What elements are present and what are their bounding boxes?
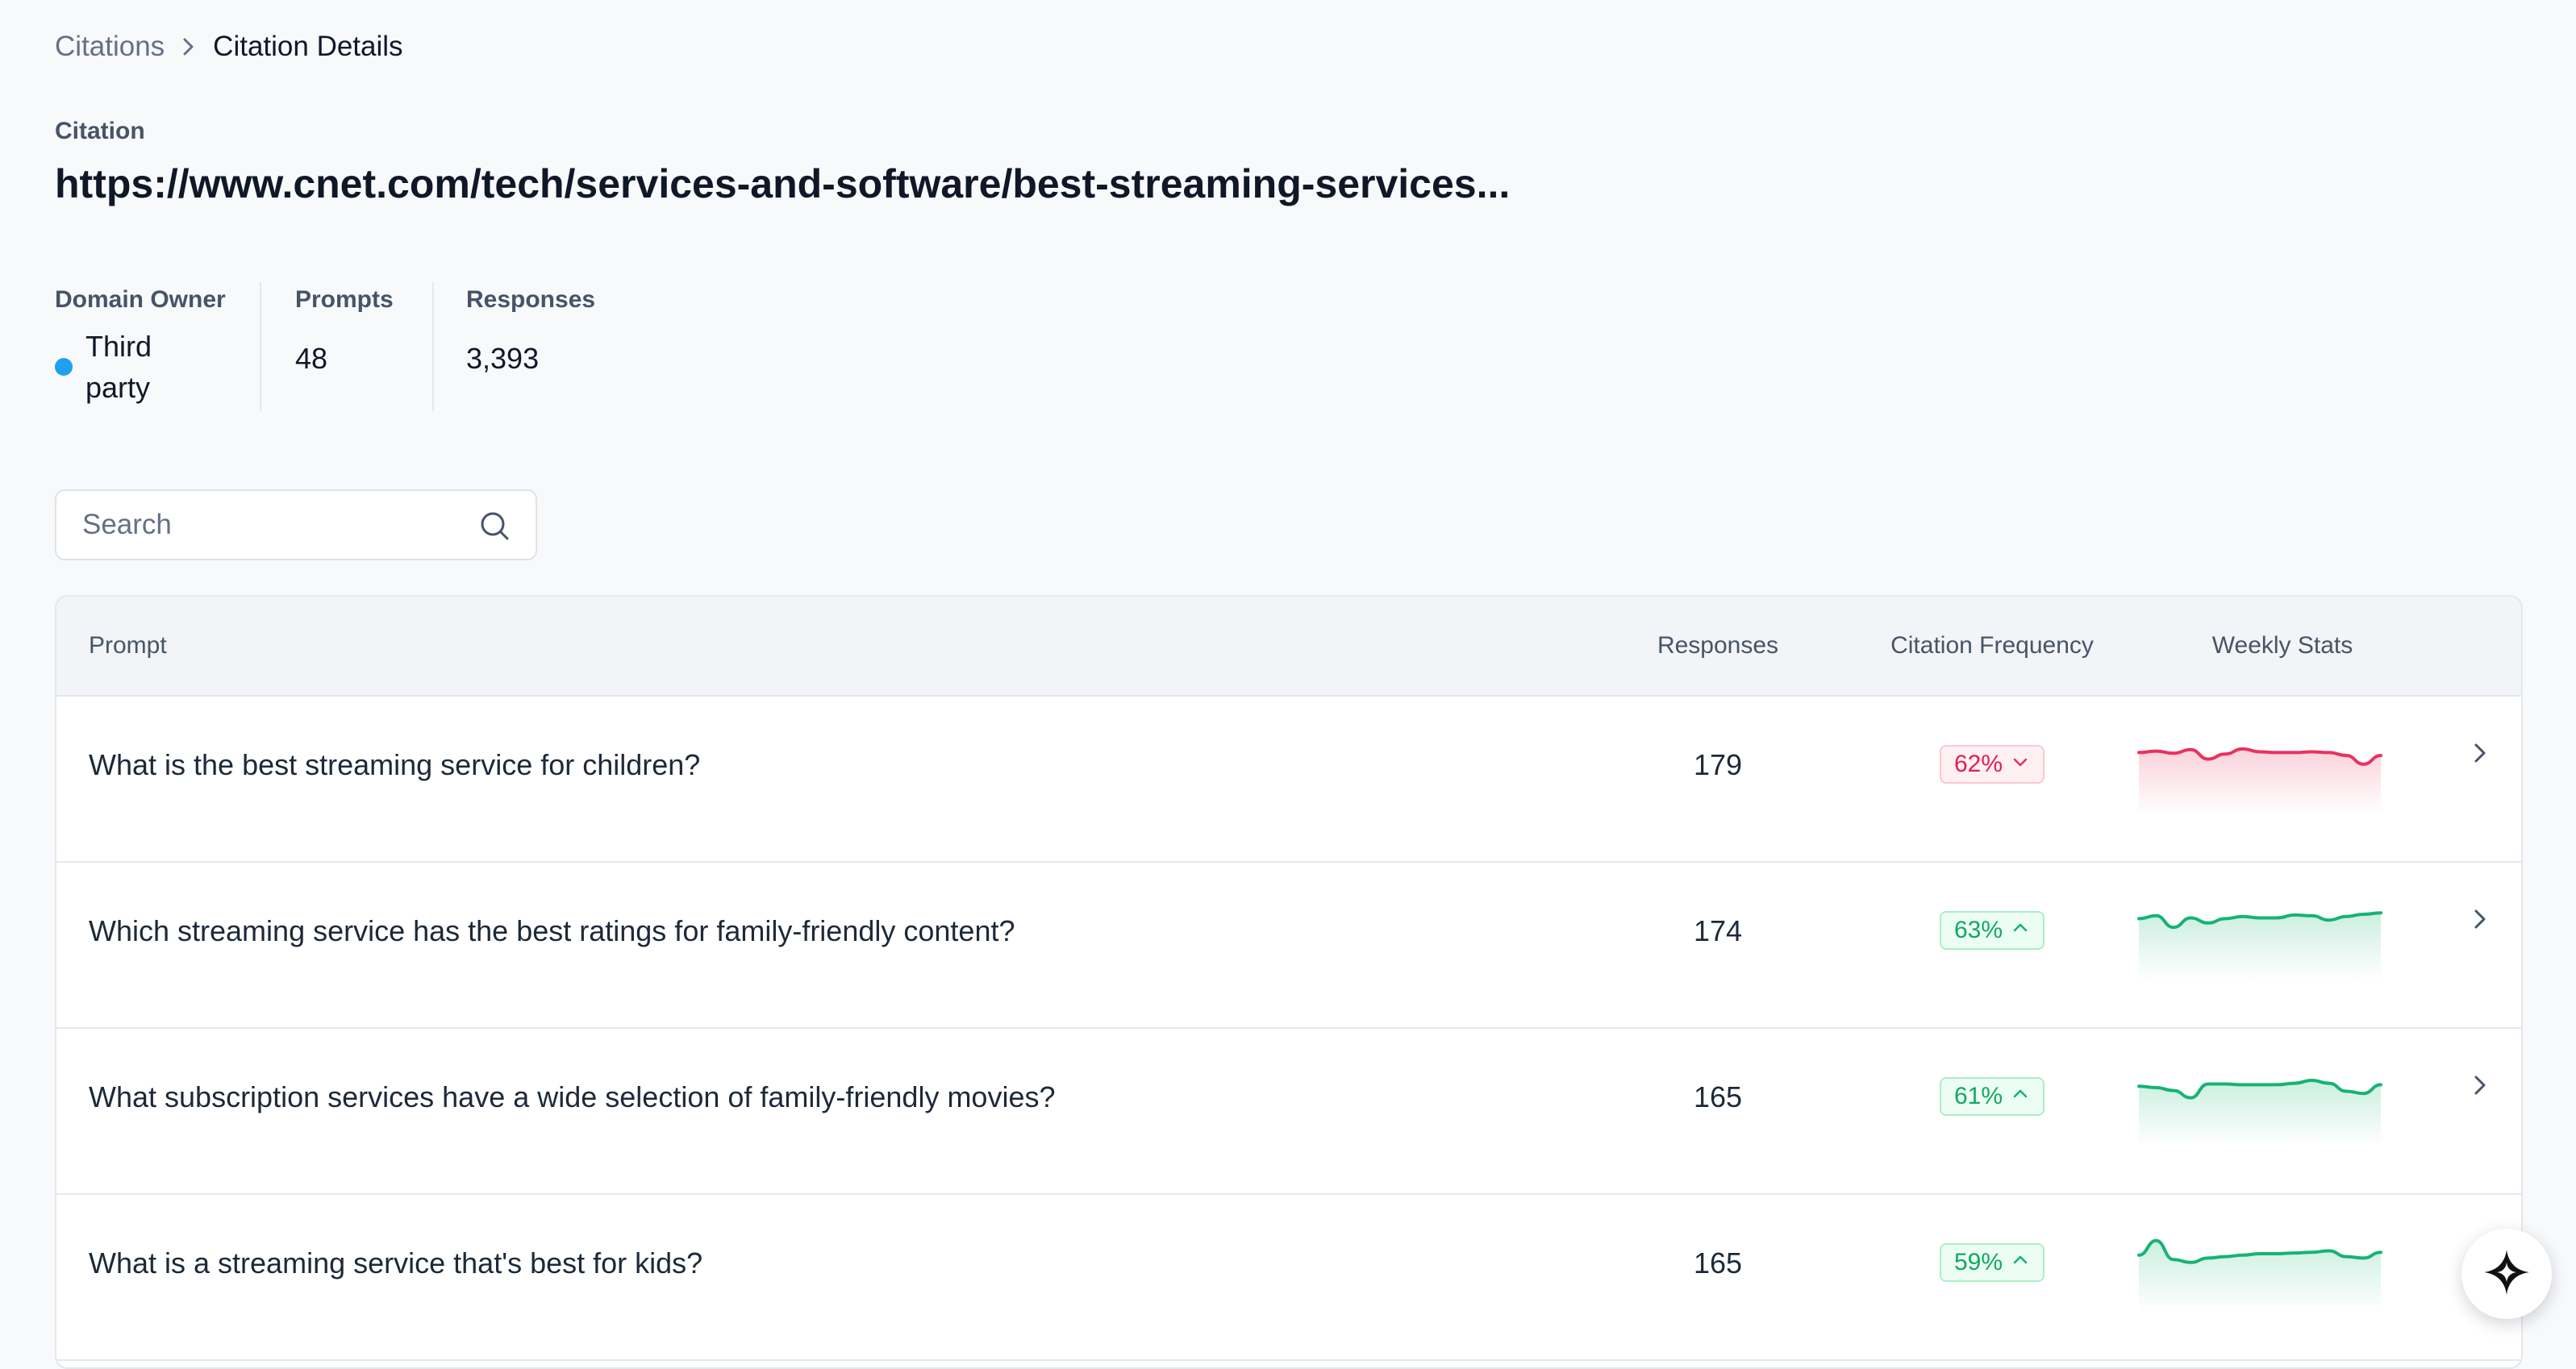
frequency-badge: 59% — [1939, 1243, 2045, 1282]
sparkline-area — [2139, 748, 2381, 814]
stat-value: 3,393 — [466, 342, 540, 375]
column-header-prompt[interactable]: Prompt — [89, 632, 167, 659]
responses-count: 179 — [1693, 748, 1743, 781]
prompt-text: What subscription services have a wide s… — [89, 1080, 1056, 1113]
chevron-up-icon — [2003, 1249, 2030, 1276]
frequency-badge: 61% — [1939, 1077, 2045, 1116]
citation-frequency-cell: 62% — [1847, 745, 2137, 784]
stats-bar: Domain Owner Third party Prompts 48 Resp… — [55, 282, 627, 411]
frequency-value: 63% — [1953, 917, 2003, 943]
chevron-right-icon — [165, 35, 213, 58]
sparkline-area — [2139, 1240, 2381, 1313]
table-header: Prompt Responses Citation Frequency Week… — [56, 597, 2521, 697]
assistant-button[interactable] — [2461, 1229, 2552, 1319]
table-row[interactable]: What is the best streaming service for c… — [56, 697, 2521, 863]
sparkle-icon — [2481, 1246, 2532, 1302]
stat-responses: Responses 3,393 — [432, 282, 627, 411]
sparkline-area — [2139, 913, 2381, 980]
frequency-value: 61% — [1953, 1083, 2003, 1109]
citation-frequency-cell: 59% — [1847, 1243, 2137, 1282]
chevron-right-icon[interactable] — [2464, 1069, 2496, 1101]
citation-frequency-cell: 63% — [1847, 911, 2137, 950]
prompt-text: What is a streaming service that's best … — [89, 1246, 703, 1280]
column-header-weekly-stats: Weekly Stats — [2211, 632, 2353, 659]
table-row[interactable]: What subscription services have a wide s… — [56, 1029, 2521, 1195]
sparkline-line — [2137, 1238, 2382, 1264]
frequency-badge: 63% — [1939, 911, 2045, 950]
search-icon[interactable] — [477, 509, 513, 544]
stat-label: Responses — [466, 286, 596, 313]
stat-domain-owner: Domain Owner Third party — [55, 282, 260, 411]
page-title: https://www.cnet.com/tech/services-and-s… — [55, 161, 1511, 206]
search-box — [55, 489, 537, 560]
weekly-sparkline — [2137, 1238, 2382, 1313]
sparkline-line — [2137, 747, 2382, 766]
stat-label: Domain Owner — [55, 286, 226, 313]
table-row[interactable]: What is a streaming service that's best … — [56, 1195, 2521, 1361]
sparkline-line — [2137, 1078, 2382, 1100]
responses-count: 174 — [1693, 914, 1743, 947]
domain-owner-badge: Third party — [55, 326, 260, 408]
weekly-sparkline — [2137, 1078, 2382, 1146]
breadcrumb-current: Citation Details — [213, 31, 403, 62]
responses-count: 165 — [1693, 1246, 1743, 1280]
responses-count: 165 — [1693, 1080, 1743, 1113]
prompt-text: Which streaming service has the best rat… — [89, 914, 1015, 947]
chevron-up-icon — [2003, 917, 2030, 944]
search-input[interactable] — [81, 508, 455, 542]
sparkline-area — [2139, 1080, 2381, 1146]
table-row[interactable]: Which streaming service has the best rat… — [56, 863, 2521, 1029]
citation-frequency-cell: 61% — [1847, 1077, 2137, 1116]
frequency-badge: 62% — [1939, 745, 2045, 784]
domain-owner-value: Third party — [85, 330, 152, 404]
chevron-right-icon[interactable] — [2464, 903, 2496, 935]
frequency-value: 59% — [1953, 1249, 2003, 1275]
stat-prompts: Prompts 48 — [260, 282, 432, 411]
stat-label: Prompts — [295, 286, 394, 313]
weekly-sparkline — [2137, 747, 2382, 814]
chevron-up-icon — [2003, 1083, 2030, 1110]
status-dot-icon — [55, 358, 73, 376]
breadcrumb: Citations Citation Details — [55, 24, 403, 69]
breadcrumb-citations-link[interactable]: Citations — [55, 31, 165, 62]
chevron-right-icon[interactable] — [2464, 737, 2496, 769]
column-header-citation-frequency[interactable]: Citation Frequency — [1890, 632, 2094, 659]
column-header-responses[interactable]: Responses — [1657, 632, 1779, 659]
chevron-down-icon — [2003, 751, 2030, 778]
stat-value: 48 — [295, 342, 328, 375]
frequency-value: 62% — [1953, 751, 2003, 777]
citation-label: Citation — [55, 118, 145, 144]
sparkline-line — [2137, 911, 2382, 930]
prompts-table: Prompt Responses Citation Frequency Week… — [55, 595, 2523, 1369]
prompt-text: What is the best streaming service for c… — [89, 748, 701, 781]
weekly-sparkline — [2137, 911, 2382, 980]
